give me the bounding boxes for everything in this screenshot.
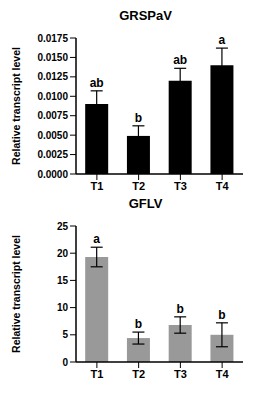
svg-text:0.0050: 0.0050 bbox=[37, 130, 68, 141]
svg-text:T3: T3 bbox=[174, 368, 187, 380]
svg-text:a: a bbox=[219, 33, 226, 47]
svg-text:0.0025: 0.0025 bbox=[37, 149, 68, 160]
svg-text:T1: T1 bbox=[90, 368, 103, 380]
svg-text:20: 20 bbox=[57, 248, 69, 259]
svg-text:b: b bbox=[177, 302, 184, 316]
svg-text:25: 25 bbox=[57, 221, 69, 232]
svg-text:T4: T4 bbox=[216, 368, 230, 380]
svg-text:0.0175: 0.0175 bbox=[37, 33, 68, 44]
svg-text:0.0150: 0.0150 bbox=[37, 52, 68, 63]
svg-text:T2: T2 bbox=[132, 368, 145, 380]
svg-text:0.0125: 0.0125 bbox=[37, 71, 68, 82]
svg-text:b: b bbox=[135, 111, 142, 125]
svg-text:b: b bbox=[135, 317, 142, 331]
svg-text:0.0000: 0.0000 bbox=[37, 169, 68, 180]
svg-text:0.0075: 0.0075 bbox=[37, 110, 68, 121]
svg-text:Relative transcript level: Relative transcript level bbox=[10, 235, 22, 353]
svg-text:ab: ab bbox=[173, 53, 187, 67]
svg-text:0.0100: 0.0100 bbox=[37, 91, 68, 102]
svg-text:0: 0 bbox=[62, 357, 68, 368]
html-text:GRSPaV: GRSPaV bbox=[119, 8, 172, 23]
svg-text:T3: T3 bbox=[174, 180, 187, 192]
svg-text:T1: T1 bbox=[90, 180, 103, 192]
svg-text:a: a bbox=[93, 232, 100, 246]
svg-text:10: 10 bbox=[57, 302, 69, 313]
svg-text:T2: T2 bbox=[132, 180, 145, 192]
svg-text:T4: T4 bbox=[216, 180, 230, 192]
svg-text:Relative transcript level: Relative transcript level bbox=[10, 47, 22, 165]
svg-text:b: b bbox=[218, 308, 225, 322]
html-text:GFLV: GFLV bbox=[128, 196, 163, 211]
svg-text:ab: ab bbox=[90, 76, 104, 90]
svg-text:15: 15 bbox=[57, 275, 69, 286]
svg-text:5: 5 bbox=[62, 329, 68, 340]
